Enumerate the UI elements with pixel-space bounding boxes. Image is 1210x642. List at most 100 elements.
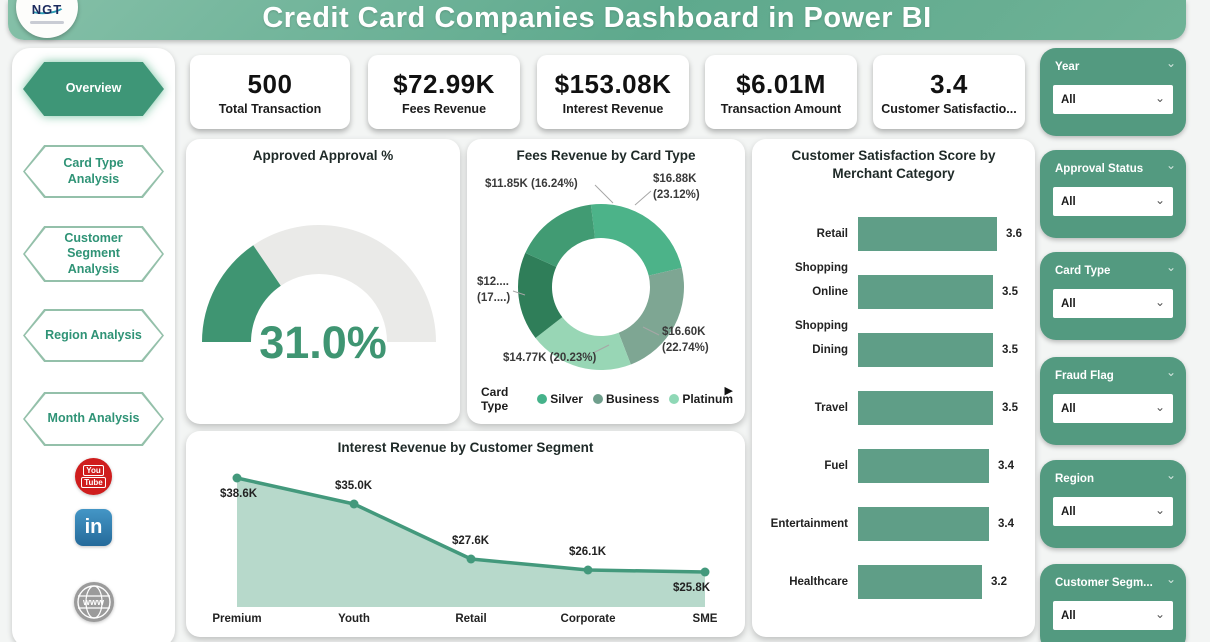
filter-year: Year ⌄ All ⌄ [1040,48,1186,136]
bar[interactable] [858,449,989,483]
year-dropdown[interactable]: All ⌄ [1053,85,1173,114]
data-point[interactable] [700,567,710,577]
linkedin-text: in [84,516,103,538]
filter-value: All [1061,609,1076,622]
point-value-label: $27.6K [452,535,490,547]
bar-row: Entertainment 3.4 [762,507,1025,541]
kpi-total-transaction: 500 Total Transaction [181,55,350,129]
bar[interactable] [858,507,989,541]
bar-category-label: Online Shopping [794,286,848,332]
sidebar-item-overview[interactable]: Overview [23,62,164,116]
data-point[interactable] [349,499,359,509]
data-point[interactable] [583,565,593,575]
card-type-dropdown[interactable]: All ⌄ [1053,289,1173,318]
chevron-down-icon: ⌄ [1154,606,1165,621]
collapse-chevron-icon[interactable]: ⌄ [1165,158,1176,172]
gauge-fill-arc [202,245,281,342]
kpi-value: $6.01M [736,68,826,99]
bar[interactable] [858,565,982,599]
bar-value-label: 3.5 [1002,286,1018,298]
legend-item-silver[interactable]: Silver [537,392,583,406]
bar-row: Healthcare 3.2 [762,565,1025,599]
legend-dot [669,394,680,404]
sidebar-item-card-type-analysis[interactable]: Card Type Analysis [23,145,164,198]
linkedin-icon[interactable]: in [75,509,112,546]
collapse-chevron-icon[interactable]: ⌄ [1165,468,1176,482]
sidebar-item-region-analysis[interactable]: Region Analysis [23,309,164,362]
filter-fraud-flag: Fraud Flag ⌄ All ⌄ [1040,357,1186,445]
nav-sidebar: Overview Card Type Analysis Customer Seg… [12,48,175,642]
filter-region: Region ⌄ All ⌄ [1040,460,1186,548]
approval-status-dropdown[interactable]: All ⌄ [1053,187,1173,216]
legend-scroll-arrow-icon[interactable]: ▶ [724,385,733,397]
filter-label: Fraud Flag [1055,370,1114,382]
gauge-value: 31.0% [259,317,387,368]
collapse-chevron-icon[interactable]: ⌄ [1165,260,1176,274]
point-value-label: $26.1K [569,546,607,558]
bar[interactable] [858,275,993,309]
interest-revenue-area-chart [232,473,710,607]
bar-row: Travel 3.5 [762,391,1025,425]
collapse-chevron-icon[interactable]: ⌄ [1165,572,1176,586]
logo-tagline [30,21,64,24]
collapse-chevron-icon[interactable]: ⌄ [1165,365,1176,379]
customer-segment-dropdown[interactable]: All ⌄ [1053,601,1173,630]
fraud-flag-dropdown[interactable]: All ⌄ [1053,394,1173,423]
sidebar-item-month-analysis[interactable]: Month Analysis [23,392,164,446]
bar-value-label: 3.5 [1002,402,1018,414]
youtube-text: You [83,465,104,476]
x-axis-label: SME [692,613,718,625]
data-point[interactable] [466,554,476,564]
donut-slice [535,317,631,370]
filter-label: Approval Status [1055,163,1144,175]
bar[interactable] [858,391,993,425]
social-row: You Tube [12,458,175,495]
point-value-label: $38.6K [220,488,258,500]
collapse-chevron-icon[interactable]: ⌄ [1165,56,1176,70]
bar[interactable] [858,217,997,251]
bar-value-label: 3.5 [1002,344,1018,356]
gauge-panel: Approved Approval % 31.0% [186,139,460,424]
gauge-title: Approved Approval % [252,148,394,163]
logo-text: NGT [31,2,63,17]
filter-label: Year [1055,61,1080,73]
bar-row: Dining 3.5 [762,333,1025,367]
area-fill [237,478,705,607]
filter-approval-status: Approval Status ⌄ All ⌄ [1040,150,1186,238]
bar-value-label: 3.6 [1006,228,1022,240]
kpi-label: Transaction Amount [720,101,842,116]
approval-gauge-chart [202,224,436,342]
legend-item-business[interactable]: Business [592,392,659,406]
kpi-fees-revenue: $72.99K Fees Revenue [359,55,520,129]
legend-item-platinum[interactable]: Platinum [669,392,733,406]
donut-legend: Card Type Silver Business Platinum ▶ [481,385,733,413]
chevron-down-icon: ⌄ [1154,192,1165,207]
bar-category-label: Fuel [824,460,848,472]
donut-slice [590,204,682,276]
point-value-label: $25.8K [673,582,711,594]
x-axis-label: Corporate [560,613,616,625]
youtube-icon[interactable]: You Tube [75,458,112,495]
area-chart-title: Interest Revenue by Customer Segment [337,440,594,455]
donut-slice-label: $14.77K (20.23%) [503,352,597,364]
donut-slice-label: $16.88K (23.12%) [653,173,700,201]
x-axis-label: Retail [455,613,487,625]
bar-row: Fuel 3.4 [762,449,1025,483]
sidebar-item-label: Card Type Analysis [63,155,124,186]
region-dropdown[interactable]: All ⌄ [1053,497,1173,526]
sidebar-item-customer-segment-analysis[interactable]: Customer Segment Analysis [23,226,164,282]
website-globe-icon[interactable]: www [73,582,114,622]
bar[interactable] [858,333,993,367]
bar-chart-panel: Customer Satisfaction Score by Merchant … [752,139,1035,637]
kpi-value: 3.4 [930,68,968,99]
donut-slice-label: $16.60K (22.74%) [662,326,709,354]
filter-value: All [1061,297,1076,310]
kpi-interest-revenue: $153.08K Interest Revenue [528,55,689,129]
bar-chart-title: Customer Satisfaction Score by Merchant … [791,148,996,181]
social-row: www [12,582,175,622]
data-point[interactable] [232,473,242,483]
kpi-label: Total Transaction [218,101,322,116]
filter-card-type: Card Type ⌄ All ⌄ [1040,252,1186,340]
legend-title: Card Type [481,385,509,413]
